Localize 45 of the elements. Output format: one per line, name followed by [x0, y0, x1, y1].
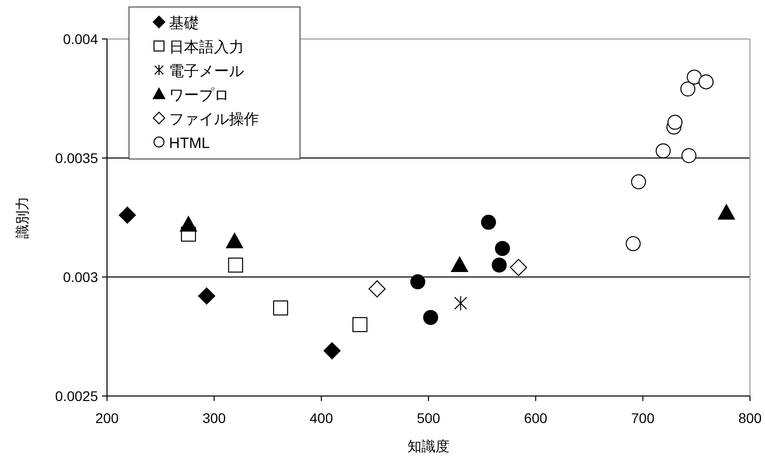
x-tick-label: 300: [202, 410, 226, 426]
point: [368, 280, 386, 298]
y-tick-label: 0.003: [62, 269, 98, 285]
point: [481, 214, 496, 230]
point: [681, 148, 696, 164]
legend-label: 電子メール: [169, 63, 244, 80]
point: [451, 256, 468, 272]
point: [680, 81, 696, 96]
point: [656, 143, 671, 158]
point: [454, 296, 468, 311]
y-axis-title: 識別力: [14, 196, 30, 238]
x-tick-label: 200: [95, 410, 119, 426]
point: [423, 310, 438, 325]
point: [510, 258, 528, 276]
x-axis-title: 知識度: [408, 438, 450, 454]
y-tick-label: 0.0025: [55, 388, 98, 404]
legend-label: ファイル操作: [169, 111, 259, 128]
x-tick-label: 500: [416, 410, 440, 426]
x-tick-label: 700: [631, 410, 655, 426]
point: [324, 342, 341, 360]
point: [180, 216, 197, 232]
y-tick-label: 0.004: [62, 31, 98, 47]
point: [492, 258, 507, 273]
legend-label: 基礎: [169, 15, 199, 32]
point: [631, 174, 646, 190]
point: [352, 317, 368, 332]
point: [626, 236, 641, 252]
legend-label: 日本語入力: [169, 39, 244, 56]
point: [226, 232, 244, 248]
point: [667, 114, 682, 130]
legend-label: ワープロ: [169, 87, 229, 104]
x-tick-label: 600: [524, 410, 548, 426]
point: [228, 258, 244, 273]
x-tick-label: 400: [310, 410, 334, 426]
point: [410, 274, 426, 290]
point: [198, 287, 216, 305]
point: [718, 204, 735, 220]
legend-label: HTML: [169, 135, 210, 152]
point: [118, 206, 136, 224]
point: [686, 70, 702, 85]
point: [494, 240, 510, 256]
point: [698, 74, 714, 90]
point: [273, 300, 288, 316]
x-tick-label: 800: [738, 410, 762, 426]
y-tick-label: 0.0035: [55, 150, 98, 166]
